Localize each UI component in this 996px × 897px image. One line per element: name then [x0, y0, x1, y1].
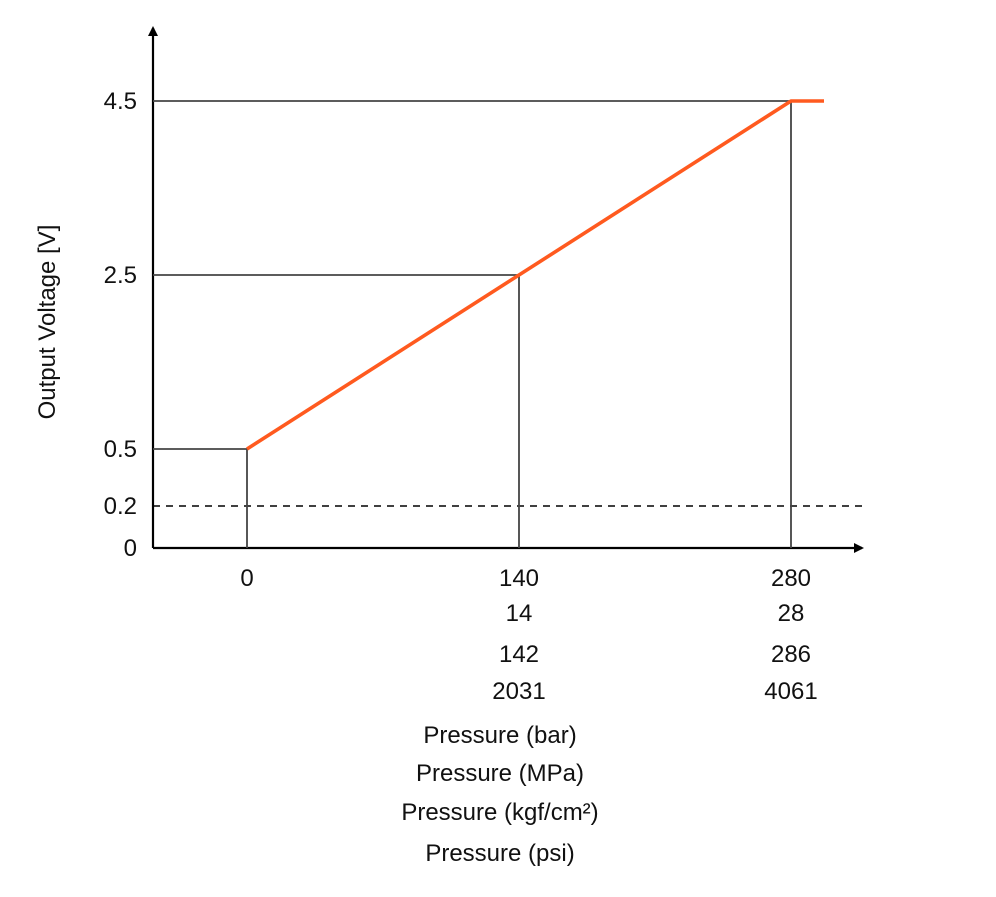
x-tick-label-140-3: 2031 — [492, 678, 545, 705]
y-tick-label-2.5: 2.5 — [104, 262, 137, 289]
y-tick-label-4.5: 4.5 — [104, 88, 137, 115]
y-tick-label-0.2: 0.2 — [104, 493, 137, 520]
x-tick-label-140-0: 140 — [499, 565, 539, 592]
x-tick-label-280-3: 4061 — [764, 678, 817, 705]
series — [246, 99, 824, 451]
x-tick-label-140-2: 142 — [499, 641, 539, 668]
x-axis-title-1: Pressure (MPa) — [416, 760, 584, 787]
x-tick-label-0-0: 0 — [240, 565, 253, 592]
x-axis-title-3: Pressure (psi) — [425, 840, 574, 867]
y-tick-labels: 0 0.2 0.5 2.5 4.5 — [104, 88, 137, 562]
x-axis-title-0: Pressure (bar) — [423, 722, 576, 749]
x-tick-label-280-2: 286 — [771, 641, 811, 668]
y-axis-title: Output Voltage [V] — [34, 225, 61, 420]
guide-lines — [153, 100, 792, 548]
y-tick-label-0: 0 — [124, 535, 137, 562]
series-line-0 — [246, 99, 824, 451]
x-axis-titles: Pressure (bar) Pressure (MPa) Pressure (kg… — [401, 722, 598, 867]
x-tick-label-280-1: 28 — [778, 600, 805, 627]
x-tick-label-140-1: 14 — [506, 600, 533, 627]
x-tick-label-280-0: 280 — [771, 565, 811, 592]
y-tick-label-0.5: 0.5 — [104, 436, 137, 463]
x-axis-title-2: Pressure (kgf/cm²) — [401, 799, 598, 826]
x-tick-labels: 0 140 14 142 2031 280 28 286 4061 — [240, 565, 817, 705]
